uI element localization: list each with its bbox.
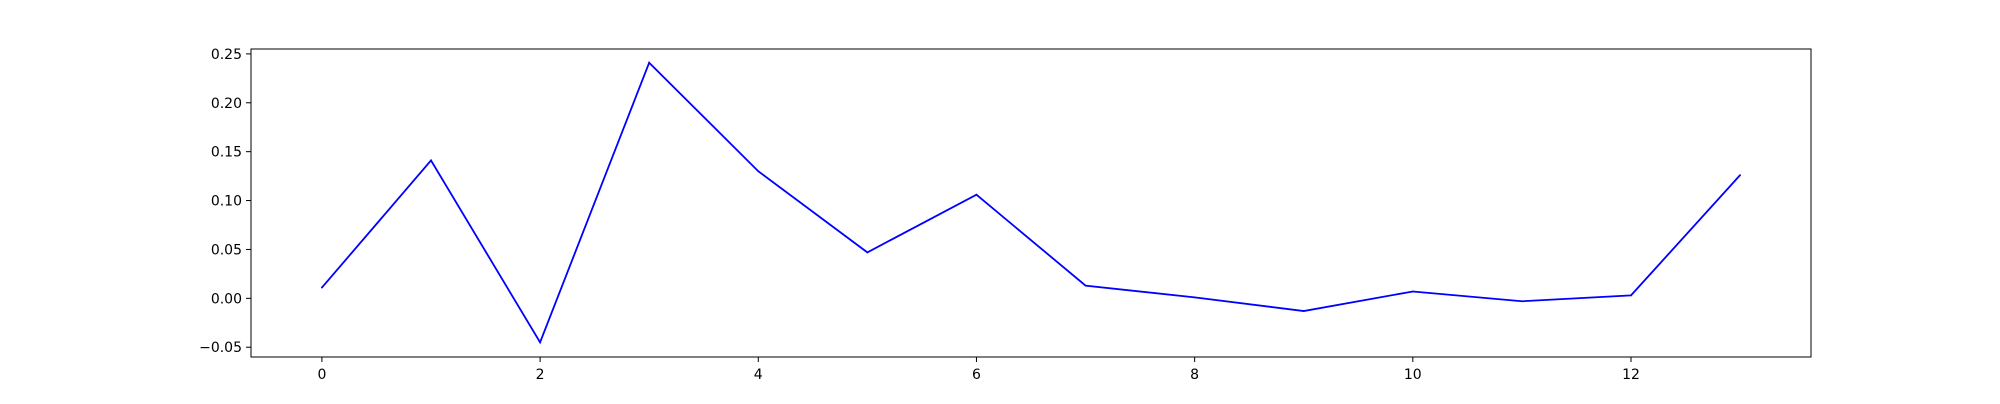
- data-point: [1630, 294, 1632, 297]
- axes: 0 2 4 6 8 10 12 −0.05 0.00 0.05 0.10 0.15 0.20 0.25: [199, 47, 1812, 383]
- y-tick-label: 0.00: [211, 291, 242, 307]
- series-layer: [321, 61, 1741, 345]
- x-tick-label: 2: [536, 367, 545, 383]
- data-point: [648, 61, 651, 64]
- data-point: [1739, 174, 1741, 177]
- data-point: [1302, 310, 1305, 312]
- y-tick-label: 0.20: [211, 96, 242, 112]
- x-tick-label: 0: [317, 367, 326, 383]
- data-point: [539, 341, 541, 344]
- plot-background: [251, 49, 1811, 357]
- y-tick-label: −0.05: [199, 340, 242, 356]
- data-point: [757, 170, 760, 173]
- data-point: [866, 251, 869, 254]
- y-tick-label: 0.05: [211, 242, 242, 258]
- plot-area: [251, 49, 1811, 357]
- x-tick-label: 6: [972, 367, 981, 383]
- data-point: [1411, 290, 1414, 293]
- x-tick-label: 4: [754, 367, 763, 383]
- series-line-0: [321, 61, 1741, 345]
- data-point: [430, 159, 432, 162]
- x-tick-label: 8: [1190, 367, 1199, 383]
- y-tick-label: 0.15: [211, 145, 242, 161]
- data-point: [975, 193, 978, 196]
- data-point: [321, 286, 323, 289]
- data-point: [1084, 284, 1087, 287]
- x-tick-label: 12: [1622, 367, 1640, 383]
- axes-frame: [250, 48, 1812, 358]
- data-point: [1193, 296, 1196, 299]
- y-tick-label: 0.10: [211, 194, 242, 210]
- y-tick-label: 0.25: [211, 47, 242, 63]
- x-tick-label: 10: [1404, 367, 1422, 383]
- data-point: [1521, 300, 1523, 303]
